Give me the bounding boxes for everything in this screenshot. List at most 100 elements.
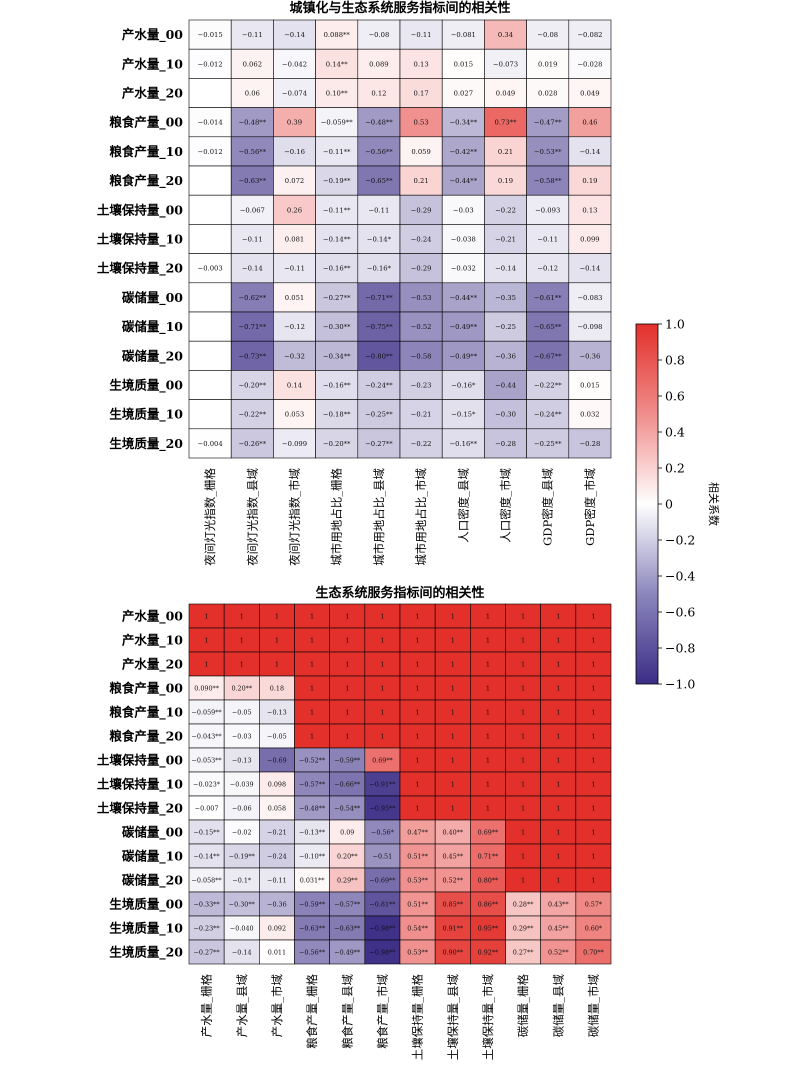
heatmap-cell — [188, 340, 232, 371]
cell-value-label: −0.15* — [451, 411, 476, 419]
heatmap-cell — [568, 194, 612, 225]
colorbar-tick-label: −0.8 — [665, 641, 695, 656]
cell-value-label: −0.29 — [411, 206, 432, 214]
cell-value-label: −0.27** — [194, 949, 221, 957]
heatmap-cell — [526, 340, 570, 371]
cell-value-label: 0.12 — [371, 90, 386, 98]
heatmap-cell — [230, 48, 274, 79]
row-label: 粮食产量_20 — [109, 173, 183, 189]
cell-value-label: −0.038 — [451, 236, 476, 244]
cell-value-label: 1 — [416, 709, 420, 717]
cell-value-label: 1 — [416, 637, 420, 645]
heatmap-cell — [470, 795, 506, 821]
heatmap-cell — [329, 915, 366, 941]
heatmap-cell — [399, 939, 436, 965]
heatmap-cell — [441, 136, 485, 167]
cell-value-label: 0.088** — [324, 31, 351, 39]
heatmap-cell — [441, 194, 485, 225]
heatmap-cell — [188, 311, 232, 342]
cell-value-label: −0.012 — [198, 148, 223, 156]
cell-value-label: −0.12 — [537, 265, 558, 273]
cell-value-label: 0.91** — [442, 925, 463, 933]
cell-value-label: −0.039 — [230, 781, 254, 789]
heatmap-cell — [357, 399, 401, 430]
heatmap-cell — [441, 253, 485, 284]
cell-value-label: −0.62** — [238, 294, 266, 302]
row-label: 生境质量_00 — [109, 378, 183, 394]
heatmap-cell — [434, 915, 471, 941]
cell-value-label: 0.20** — [337, 853, 358, 861]
heatmap-cell — [364, 747, 401, 773]
cell-value-label: −0.14 — [495, 265, 516, 273]
colorbar-tick-label: 0.4 — [665, 425, 685, 440]
cell-value-label: −0.03 — [232, 733, 252, 741]
column-label: 产水量_县域 — [235, 974, 249, 1038]
column-label: 夜间灯光指数_栅格 — [203, 468, 217, 566]
heatmap-cell — [399, 771, 436, 797]
cell-value-label: −0.30** — [323, 323, 351, 331]
cell-value-label: −0.012 — [198, 60, 223, 68]
cell-value-label: −0.98** — [369, 949, 396, 957]
heatmap-cell — [294, 891, 330, 917]
cell-value-label: −0.81** — [369, 901, 396, 909]
heatmap-cell — [441, 399, 485, 430]
cell-value-label: 1 — [486, 613, 490, 621]
cell-value-label: 1 — [486, 685, 490, 693]
cell-value-label: 1 — [556, 613, 560, 621]
heatmap-cell — [188, 194, 232, 225]
cell-value-label: −0.16 — [284, 148, 305, 156]
cell-value-label: 0.10** — [326, 90, 349, 98]
heatmap-cell — [434, 795, 471, 821]
row-label: 粮食产量_00 — [109, 115, 183, 131]
cell-value-label: 0.17 — [414, 90, 429, 98]
cell-value-label: −0.27** — [365, 440, 393, 448]
heatmap-cell — [505, 699, 541, 725]
heatmap-cell — [399, 723, 436, 749]
heatmap-cell — [273, 370, 316, 400]
cell-value-label: −0.30** — [229, 901, 256, 909]
heatmap-cell — [434, 651, 471, 677]
heatmap-cell — [273, 428, 316, 459]
heatmap-cell — [273, 78, 316, 108]
heatmap-cell — [399, 253, 443, 284]
cell-value-label: 1 — [486, 637, 490, 645]
heatmap-cell — [273, 282, 316, 313]
heatmap-cell — [188, 224, 232, 254]
cell-value-label: −0.21 — [495, 236, 516, 244]
heatmap-cell — [294, 747, 330, 773]
cell-value-label: −0.24** — [365, 382, 393, 390]
cell-value-label: 1 — [416, 757, 420, 765]
cell-value-label: −0.053** — [192, 757, 223, 765]
cell-value-label: 0.19 — [582, 177, 597, 185]
heatmap-cell — [470, 723, 506, 749]
cell-value-label: −0.61** — [534, 294, 562, 302]
cell-value-label: −0.56* — [371, 829, 395, 837]
cell-value-label: 1 — [416, 685, 420, 693]
heatmap-cell — [259, 651, 295, 677]
heatmap-cell — [315, 224, 359, 254]
cell-value-label: 0.51** — [407, 901, 428, 909]
heatmap-cell — [188, 819, 225, 845]
cell-value-label: 1 — [345, 733, 349, 741]
cell-value-label: 0.51** — [407, 853, 428, 861]
heatmap-cell — [470, 891, 506, 917]
cell-value-label: −0.24 — [411, 236, 432, 244]
heatmap-cell — [568, 399, 612, 430]
cell-value-label: 1 — [556, 829, 560, 837]
cell-value-label: 0.098 — [268, 781, 286, 789]
cell-value-label: 1 — [451, 805, 455, 813]
heatmap-cell — [540, 915, 577, 941]
heatmap-cell — [259, 915, 295, 941]
heatmap-cell — [223, 603, 260, 629]
cell-value-label: 1 — [556, 733, 560, 741]
cell-value-label: −0.73** — [238, 352, 266, 360]
heatmap-cell — [575, 819, 612, 845]
heatmap-cell — [188, 603, 225, 629]
cell-value-label: 1 — [556, 805, 560, 813]
heatmap-cell — [329, 771, 366, 797]
heatmap-cell — [315, 282, 359, 313]
heatmap-cell — [484, 78, 527, 108]
cell-value-label: −0.32 — [284, 352, 305, 360]
heatmap-cell — [575, 723, 612, 749]
cell-value-label: 0.14 — [287, 382, 302, 390]
